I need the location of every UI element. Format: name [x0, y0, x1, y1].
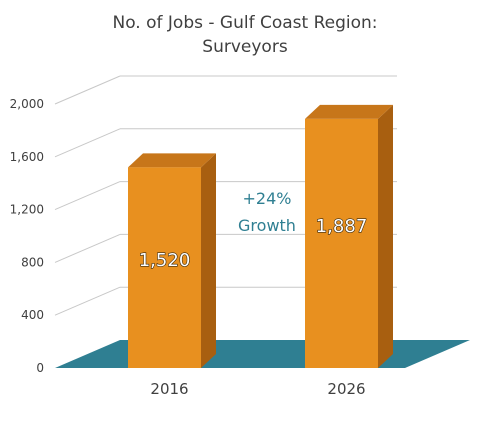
gridline-diagonal — [54, 75, 121, 105]
y-tick-label: 1,200 — [10, 203, 44, 217]
floor-plane — [55, 340, 470, 368]
growth-annotation-label: Growth — [238, 216, 296, 235]
bar-2016: 1,520 — [128, 153, 216, 368]
y-tick-label: 400 — [21, 308, 44, 322]
y-tick-label: 800 — [21, 255, 44, 269]
y-tick-label: 1,600 — [10, 150, 44, 164]
y-axis-ticks: 0 400 800 1,200 1,600 2,000 — [10, 97, 44, 375]
gridline-diagonal — [54, 181, 121, 211]
chart-title-line2: Surveyors — [202, 37, 288, 57]
bar-top — [128, 153, 216, 168]
bars: 1,520 1,887 — [128, 104, 393, 368]
gridline-diagonal — [54, 286, 121, 316]
bar-front — [305, 118, 378, 368]
x-category-label: 2016 — [150, 380, 188, 398]
gridline-diagonal — [54, 233, 121, 263]
y-tick-label: 0 — [36, 361, 44, 375]
bar-side — [201, 153, 216, 368]
bar-front — [128, 167, 201, 368]
chart-title-line1: No. of Jobs - Gulf Coast Region: — [112, 13, 377, 33]
bar-top — [305, 104, 393, 119]
y-tick-label: 2,000 — [10, 97, 44, 111]
x-category-label: 2026 — [327, 380, 365, 398]
bar-2026: 1,887 — [305, 104, 393, 368]
x-axis-labels: 2016 2026 — [150, 380, 365, 398]
growth-annotation-percent: +24% — [243, 189, 292, 208]
bar-data-label: 1,887 — [316, 216, 368, 237]
gridline-diagonal — [54, 128, 121, 158]
bar-data-label: 1,520 — [139, 250, 191, 271]
chart-floor — [55, 340, 470, 368]
bar-side — [378, 104, 393, 368]
